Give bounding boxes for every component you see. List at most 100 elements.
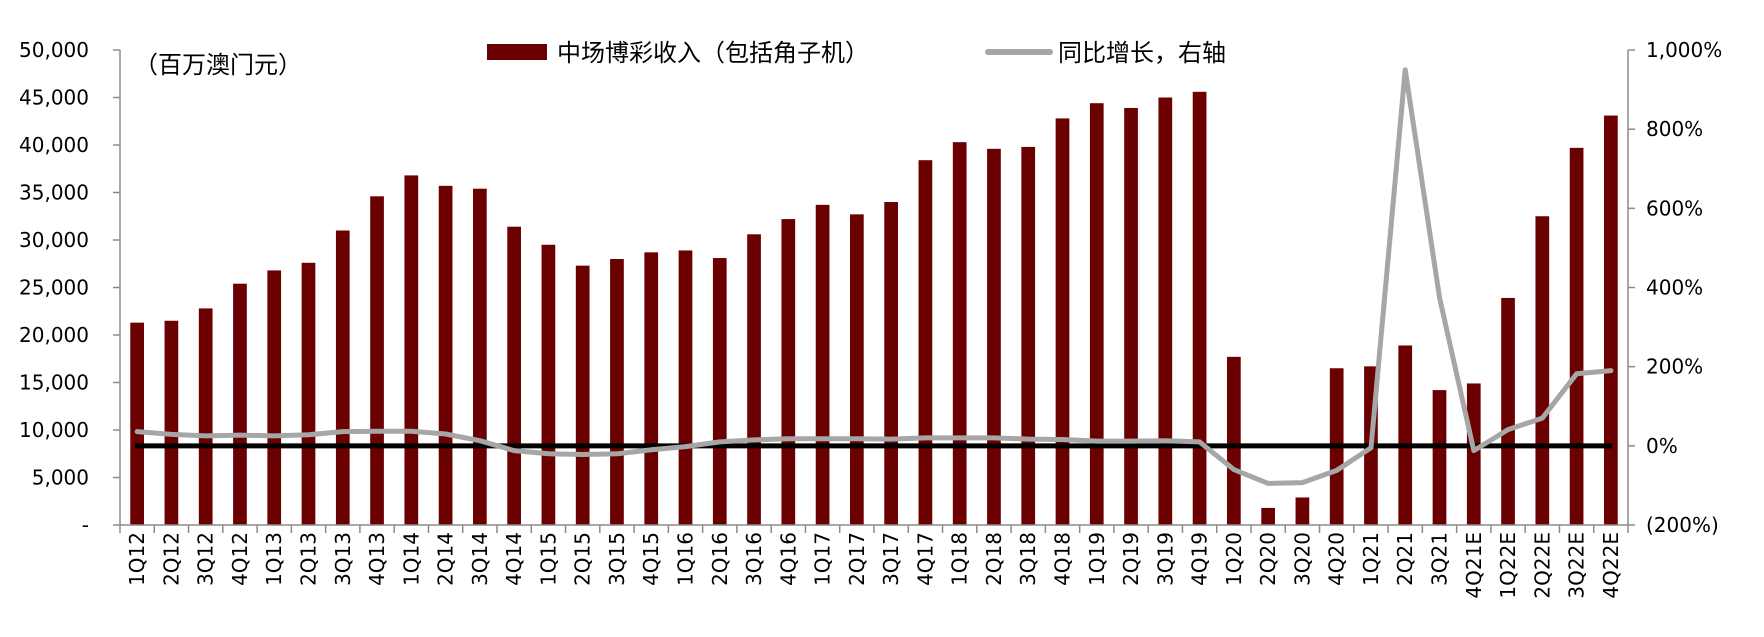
x-tick-label: 1Q18: [948, 532, 972, 586]
bar-1Q13: [267, 270, 282, 525]
bar-2Q17: [850, 214, 864, 525]
bar-4Q14: [507, 226, 521, 525]
x-tick-label: 1Q16: [674, 532, 698, 586]
bar-4Q12: [233, 283, 247, 525]
bar-2Q19: [1124, 107, 1138, 525]
left-tick-label: 5,000: [32, 466, 89, 490]
left-tick-label: 35,000: [19, 181, 89, 205]
left-tick-label: 45,000: [19, 86, 89, 110]
x-tick-label: 4Q19: [1188, 532, 1212, 586]
x-tick-label: 2Q20: [1256, 532, 1280, 586]
bar-2Q21: [1398, 345, 1413, 525]
bar-2Q12: [164, 320, 179, 525]
x-tick-label: 4Q20: [1325, 532, 1349, 586]
bar-4Q16: [781, 219, 796, 525]
bar-4Q17: [918, 160, 933, 525]
bar-3Q13: [335, 230, 350, 525]
right-tick-label: 200%: [1646, 355, 1703, 379]
bar-4Q22E: [1604, 115, 1618, 526]
x-tick-label: 1Q19: [1085, 532, 1109, 586]
x-tick-label: 2Q13: [297, 532, 321, 586]
left-axis: - 5,000 10,000 15,000 20,000 25,000 30,000 35,0…: [19, 38, 121, 537]
x-tick-label: 3Q18: [1016, 532, 1040, 586]
x-tick-label: 2Q22E: [1530, 532, 1554, 599]
x-tick-label: 1Q21: [1359, 532, 1383, 586]
right-tick-label: 1,000%: [1646, 38, 1722, 62]
bar-1Q16: [678, 250, 693, 525]
bar-4Q18: [1055, 118, 1070, 526]
bar-3Q15: [610, 259, 624, 525]
x-tick-label: 3Q22E: [1565, 532, 1589, 599]
left-tick-label: 10,000: [19, 418, 89, 442]
x-tick-label: 1Q14: [399, 532, 423, 586]
bar-3Q21: [1432, 390, 1447, 525]
bar-3Q17: [884, 202, 898, 525]
x-tick-label: 2Q21: [1393, 532, 1417, 586]
legend-swatch-bar: [487, 44, 547, 60]
x-tick-label: 3Q21: [1428, 532, 1452, 586]
x-tick-label: 1Q17: [811, 532, 835, 586]
bar-3Q12: [198, 308, 213, 525]
x-tick-label: 1Q15: [536, 532, 560, 586]
x-tick-label: 2Q19: [1119, 532, 1143, 586]
bar-2Q16: [712, 258, 727, 525]
bar-1Q19: [1089, 103, 1104, 525]
x-tick-label: 2Q18: [982, 532, 1006, 586]
bar-2Q15: [575, 265, 590, 525]
left-tick-label: 50,000: [19, 38, 89, 62]
bar-2Q20: [1261, 507, 1275, 525]
bar-series: [130, 91, 1618, 526]
bar-4Q15: [644, 252, 659, 525]
x-tick-label: 4Q14: [502, 532, 526, 586]
right-tick-label: 800%: [1646, 117, 1703, 141]
bar-1Q17: [815, 204, 830, 525]
bar-3Q16: [747, 234, 761, 526]
x-tick-label: 3Q17: [879, 532, 903, 586]
x-tick-label: 1Q12: [125, 532, 149, 586]
bar-2Q14: [438, 185, 453, 525]
x-tick-label: 2Q14: [434, 532, 458, 586]
x-tick-label: 4Q15: [639, 532, 663, 586]
unit-label: （百万澳门元）: [134, 51, 302, 79]
x-tick-label: 4Q21E: [1462, 532, 1486, 599]
x-tick-label: 3Q14: [468, 532, 492, 586]
x-tick-label: 4Q18: [1051, 532, 1075, 586]
bar-2Q22E: [1535, 216, 1550, 525]
bar-3Q19: [1158, 97, 1173, 525]
x-tick-label: 2Q12: [159, 532, 183, 586]
x-tick-label: 4Q17: [913, 532, 937, 586]
x-tick-label: 1Q22E: [1496, 532, 1520, 599]
bar-1Q15: [541, 244, 556, 525]
legend-label-bar: 中场博彩收入（包括角子机）: [557, 39, 869, 67]
x-tick-label: 3Q16: [742, 532, 766, 586]
bar-1Q22E: [1501, 297, 1515, 525]
growth-line-series: [134, 67, 1614, 486]
left-tick-label: 40,000: [19, 133, 89, 157]
bar-3Q14: [473, 188, 487, 525]
x-tick-label: 2Q15: [571, 532, 595, 586]
left-tick-label: -: [82, 513, 89, 537]
left-tick-label: 15,000: [19, 371, 89, 395]
x-tick-label: 4Q12: [228, 532, 252, 586]
bar-3Q18: [1021, 146, 1036, 525]
x-tick-label: 3Q20: [1290, 532, 1314, 586]
x-tick-label: 1Q13: [262, 532, 286, 586]
left-tick-label: 20,000: [19, 323, 89, 347]
left-tick-label: 30,000: [19, 228, 89, 252]
bar-1Q20: [1227, 356, 1241, 525]
x-tick-label: 3Q12: [194, 532, 218, 586]
x-tick-label: 3Q13: [331, 532, 355, 586]
x-tick-label: 2Q16: [708, 532, 732, 586]
x-tick-label: 4Q16: [776, 532, 800, 586]
x-tick-label: 3Q15: [605, 532, 629, 586]
bar-2Q13: [301, 262, 316, 525]
bar-4Q19: [1192, 91, 1207, 526]
bar-1Q12: [130, 322, 144, 525]
bar-1Q14: [404, 175, 419, 525]
bar-2Q18: [987, 148, 1001, 526]
x-axis: 1Q12 2Q12 3Q12 4Q12 1Q13 2Q13 3Q13 4Q13 1Q14 2Q14…: [119, 524, 1629, 599]
right-tick-label: 600%: [1646, 196, 1703, 220]
right-tick-label: 400%: [1646, 276, 1703, 300]
growth-line: [134, 67, 1614, 486]
